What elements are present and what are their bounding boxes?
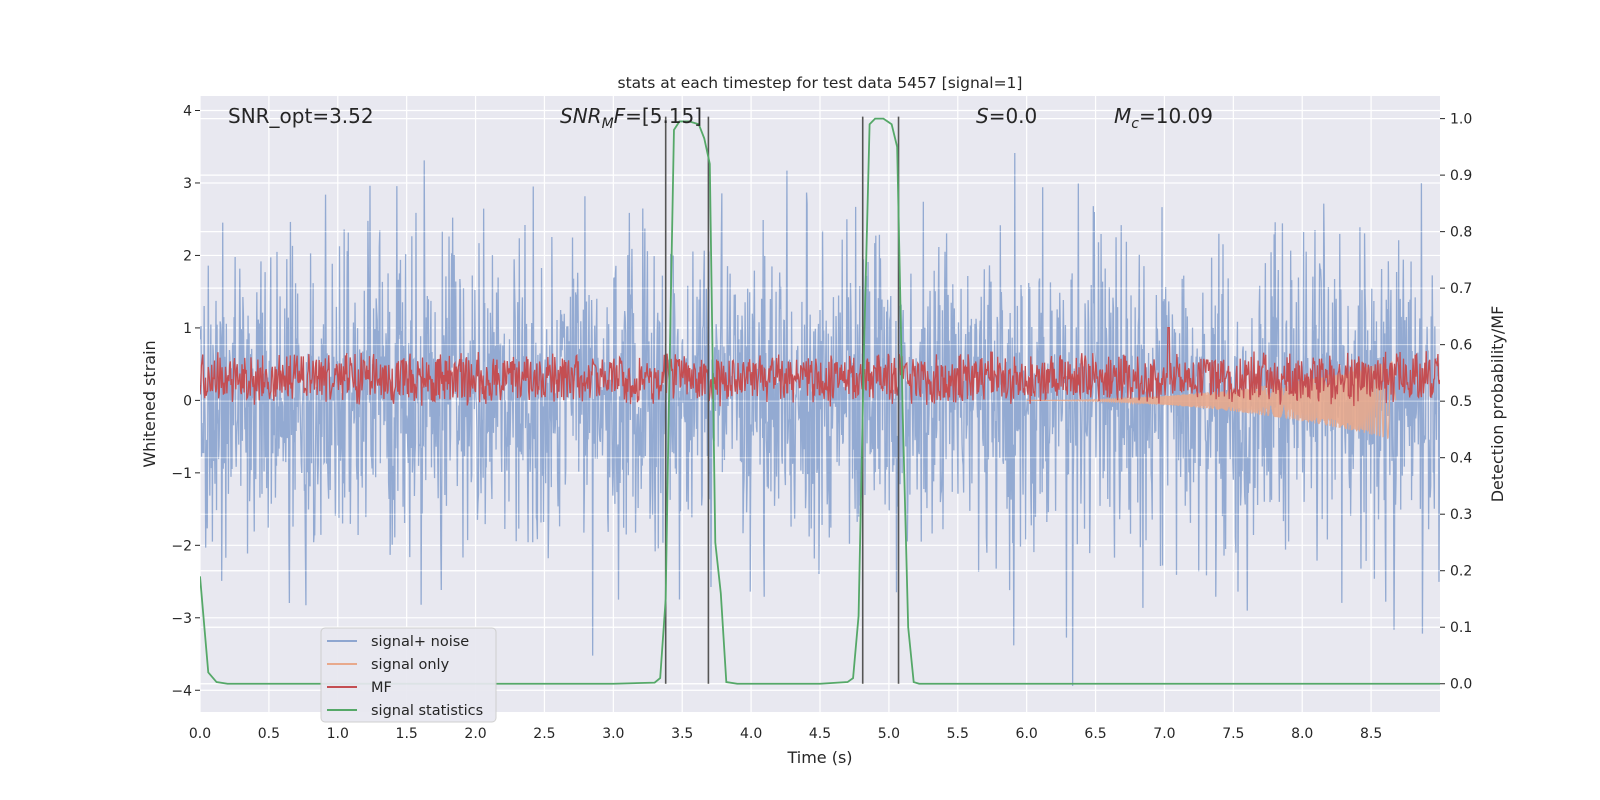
axes: 0.0 0.5 1.0 1.5 2.0 2.5 3.0 3.5 4.0 4.5 5.0 5.5 6.0 6…: [171, 103, 1472, 742]
x-tick-label: 7.5: [1222, 726, 1244, 742]
annotation-snr-mf-value: =[5.15]: [625, 104, 702, 128]
mf-line: [200, 327, 1440, 407]
annotation-s-symbol: S: [976, 104, 989, 128]
y-tick-label-right: 1.0: [1450, 112, 1472, 128]
y-tick-label-left: 4: [183, 103, 192, 119]
annotation-snr-mf-f: F: [614, 104, 626, 128]
x-tick-label: 0.5: [258, 726, 280, 742]
x-tick-label: 0.0: [189, 726, 211, 742]
x-axis-label: Time (s): [786, 748, 852, 767]
signal-statistics-line: [200, 117, 1440, 685]
y-tick-label-left: −2: [171, 538, 192, 554]
legend-label: signal statistics: [371, 703, 483, 719]
x-tick-label: 3.0: [602, 726, 624, 742]
y-tick-label-left: −4: [171, 683, 192, 699]
y-tick-label-left: 1: [183, 321, 192, 337]
signal-statistics-series: [200, 117, 1440, 685]
x-tick-label: 2.0: [464, 726, 486, 742]
y-tick-label-left: 2: [183, 248, 192, 264]
y-tick-label-right: 0.7: [1450, 281, 1472, 297]
annotation-s-value: =0.0: [989, 104, 1038, 128]
y-tick-label-left: 3: [183, 176, 192, 192]
annotation-s: S=0.0: [976, 104, 1037, 128]
y-tick-label-right: 0.1: [1450, 620, 1472, 636]
annotation-snr-mf-sub: M: [602, 116, 614, 132]
y-tick-label-right: 0.4: [1450, 451, 1472, 467]
annotation-snr-mf: SNRMF=[5.15]: [560, 104, 702, 132]
legend-label: signal only: [371, 657, 450, 673]
legend-label: MF: [371, 680, 392, 696]
x-tick-label: 4.5: [809, 726, 831, 742]
mf-series: [200, 327, 1440, 407]
chart-title: stats at each timestep for test data 545…: [618, 74, 1023, 92]
annotations: SNR_opt=3.52 SNRMF=[5.15] S=0.0 Mc=10.09: [228, 104, 1213, 132]
y-tick-label-left: −3: [171, 611, 192, 627]
y-tick-label-right: 0.3: [1450, 507, 1472, 523]
y-tick-label-right: 0.9: [1450, 168, 1472, 184]
x-tick-label: 6.5: [1084, 726, 1106, 742]
x-tick-label: 6.0: [1016, 726, 1038, 742]
x-tick-label: 8.5: [1360, 726, 1382, 742]
y-tick-label-right: 0.0: [1450, 677, 1472, 693]
annotation-mc-sub: c: [1131, 116, 1139, 132]
signal-noise-line: [200, 152, 1440, 686]
y-tick-label-right: 0.5: [1450, 394, 1472, 410]
x-tick-label: 5.0: [878, 726, 900, 742]
x-tick-label: 1.0: [327, 726, 349, 742]
y-tick-label-right: 0.6: [1450, 338, 1472, 354]
legend: signal+ noise signal only MF signal statist…: [320, 627, 497, 723]
y-tick-label-right: 0.2: [1450, 564, 1472, 580]
y-tick-label-left: 0: [183, 393, 192, 409]
x-tick-label: 2.5: [533, 726, 555, 742]
annotation-snr-opt: SNR_opt=3.52: [228, 104, 374, 128]
x-tick-label: 4.0: [740, 726, 762, 742]
x-tick-label: 5.5: [947, 726, 969, 742]
x-tick-label: 7.0: [1153, 726, 1175, 742]
y-axis-label-left: Whitened strain: [140, 340, 159, 467]
y-axis-label-right: Detection probability/MF: [1488, 306, 1507, 503]
x-tick-label: 8.0: [1291, 726, 1313, 742]
annotation-mc: Mc=10.09: [1114, 104, 1213, 132]
annotation-snr-mf-snr: SNR: [560, 104, 602, 128]
x-tick-label: 1.5: [396, 726, 418, 742]
y-tick-label-left: −1: [171, 466, 192, 482]
plot-layer: [200, 116, 1440, 686]
annotation-mc-value: =10.09: [1139, 104, 1213, 128]
y-tick-label-right: 0.8: [1450, 225, 1472, 241]
annotation-mc-symbol: M: [1114, 104, 1131, 128]
legend-box: [320, 627, 497, 723]
legend-label: signal+ noise: [371, 634, 469, 650]
x-tick-label: 3.5: [671, 726, 693, 742]
